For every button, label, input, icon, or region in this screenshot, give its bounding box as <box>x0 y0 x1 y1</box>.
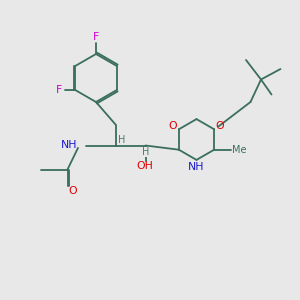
Text: O: O <box>69 186 77 196</box>
Text: F: F <box>93 32 99 43</box>
Text: NH: NH <box>188 162 205 172</box>
Text: H: H <box>142 147 149 157</box>
Text: O: O <box>169 121 177 131</box>
Text: H: H <box>118 135 126 145</box>
Text: Me: Me <box>232 145 246 155</box>
Text: OH: OH <box>136 161 153 171</box>
Text: F: F <box>56 85 62 95</box>
Text: NH: NH <box>61 140 77 150</box>
Text: O: O <box>216 121 224 131</box>
